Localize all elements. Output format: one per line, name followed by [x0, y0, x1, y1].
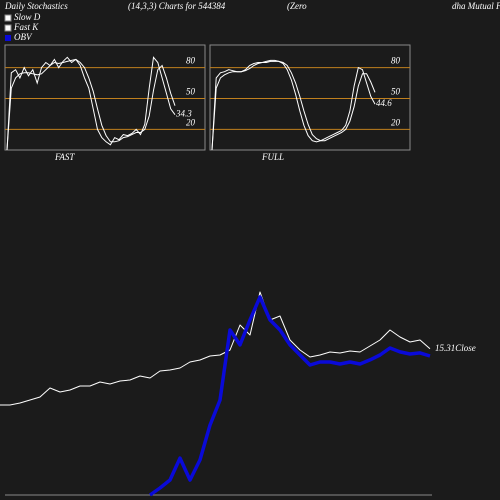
y-tick-label: 50: [391, 87, 401, 97]
params: (14,3,3) Charts for 544384: [128, 1, 226, 11]
legend-label: OBV: [14, 32, 33, 42]
stoch-line: [211, 59, 376, 151]
close-label: 15.31Close: [435, 343, 476, 353]
title: Daily Stochastics: [4, 1, 68, 11]
y-tick-label: 80: [186, 56, 196, 66]
obv-line: [148, 295, 431, 497]
panel: [209, 44, 411, 151]
panel: [4, 44, 206, 151]
legend-label: Fast K: [13, 22, 39, 32]
price-line: [0, 291, 431, 406]
close-name: Close: [455, 343, 476, 353]
stoch-line: [6, 56, 176, 151]
y-tick-label: 80: [391, 56, 401, 66]
close-value: 15.31: [435, 343, 455, 353]
panel-title: FAST: [54, 152, 75, 162]
value-label: 34.3: [175, 109, 192, 119]
name-part: (Zero: [287, 1, 307, 11]
y-tick-label: 20: [186, 117, 196, 127]
legend-swatch: [4, 24, 12, 32]
value-label: 44.6: [376, 98, 392, 108]
stoch-line: [6, 58, 176, 151]
name-part: dha Mutual F: [452, 1, 500, 11]
panel-title: FULL: [261, 152, 284, 162]
y-tick-label: 20: [391, 117, 401, 127]
y-tick-label: 50: [186, 87, 196, 97]
legend-swatch: [4, 14, 12, 22]
legend-swatch: [5, 35, 11, 41]
legend-label: Slow D: [14, 12, 41, 22]
